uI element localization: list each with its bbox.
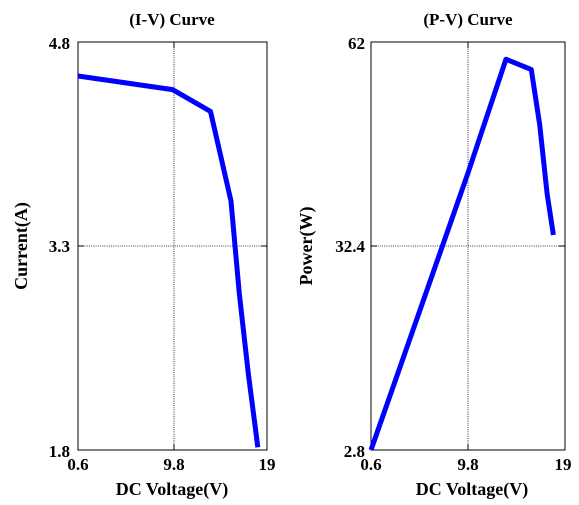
pv-ytick-label: 62 — [348, 34, 365, 53]
iv-y-axis-label: Current(A) — [11, 202, 32, 290]
pv-y-axis-label: Power(W) — [296, 207, 317, 286]
pv-ytick-label: 32.4 — [335, 237, 365, 256]
iv-xtick-label: 9.8 — [163, 455, 184, 474]
pv-xtick-label: 19 — [555, 455, 572, 474]
pv-ytick-label: 2.8 — [344, 442, 365, 461]
iv-ytick-label: 1.8 — [49, 442, 70, 461]
iv-title: (I-V) Curve — [129, 10, 215, 29]
pv-series-line — [368, 56, 556, 451]
pv-x-axis-label: DC Voltage(V) — [416, 479, 529, 500]
iv-ytick-label: 3.3 — [49, 237, 70, 256]
pv-panel: (P-V) Curve 62 32.4 2.8 0.6 9.8 19 DC Vo… — [296, 10, 572, 500]
iv-xtick-label: 0.6 — [67, 455, 88, 474]
iv-x-axis-label: DC Voltage(V) — [116, 479, 229, 500]
iv-series-line — [77, 73, 261, 448]
pv-title: (P-V) Curve — [423, 10, 513, 29]
pv-xtick-label: 9.8 — [457, 455, 478, 474]
pv-xtick-label: 0.6 — [360, 455, 381, 474]
iv-xtick-label: 19 — [259, 455, 276, 474]
iv-panel: (I-V) Curve 4.8 3.3 1.8 0.6 9.8 19 DC Vo… — [11, 10, 276, 500]
iv-ytick-label: 4.8 — [49, 34, 70, 53]
